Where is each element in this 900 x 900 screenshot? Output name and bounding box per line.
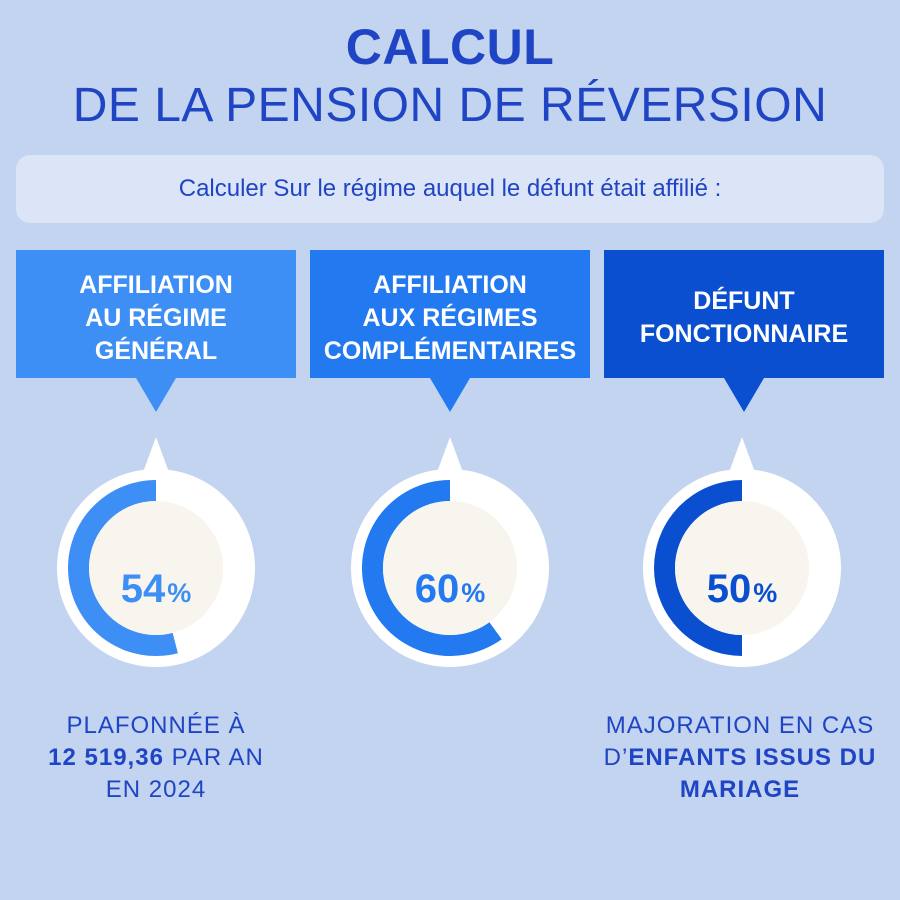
note-line: MAJORATION EN CAS — [605, 712, 875, 739]
banner-line: DÉFUNT — [693, 287, 795, 315]
banner-line: AFFILIATION — [373, 270, 527, 299]
banner-line: AU RÉGIME — [85, 303, 227, 332]
subtitle-text: Calculer Sur le régime auquel le défunt … — [178, 175, 722, 202]
gauge-60-percent: 60% — [350, 438, 550, 668]
gauge-unit: % — [753, 578, 778, 608]
gauge-value: 54% — [56, 566, 256, 616]
note-line: EN 2024 — [105, 776, 207, 803]
note-line: MARIAGE — [679, 776, 801, 803]
gauge-number: 54 — [120, 567, 166, 611]
note-line: D’ENFANTS ISSUS DU — [590, 742, 890, 774]
gauge-unit: % — [461, 578, 486, 608]
title-line-1: CALCUL — [345, 19, 555, 75]
gauge-ring — [643, 438, 841, 667]
note-text: PAR AN — [163, 744, 264, 771]
banner-shape — [310, 250, 590, 412]
note-majoration: MAJORATION EN CAS D’ENFANTS ISSUS DU MAR… — [590, 710, 890, 806]
gauge-pointer — [142, 438, 170, 475]
gauge-ring — [351, 438, 549, 667]
note-text: D’ — [603, 744, 629, 771]
note-amount: 12 519,36 — [48, 744, 164, 771]
note-emphasis: ENFANTS ISSUS DU — [628, 744, 877, 771]
gauge-progress-arc — [68, 480, 178, 656]
banner-defunt-fonctionnaire: DÉFUNT FONCTIONNAIRE — [604, 250, 884, 414]
gauge-center — [89, 501, 223, 635]
banner-line: GÉNÉRAL — [94, 336, 218, 365]
banner-line: AUX RÉGIMES — [362, 303, 538, 332]
gauge-50-percent: 50% — [642, 438, 842, 668]
note-line: PLAFONNÉE À — [66, 712, 246, 739]
note-line: 12 519,36 PAR AN — [16, 742, 296, 774]
banner-line: COMPLÉMENTAIRES — [323, 336, 577, 365]
gauge-ring — [57, 438, 255, 667]
banner-line: AFFILIATION — [79, 270, 233, 299]
banner-regime-general: AFFILIATION AU RÉGIME GÉNÉRAL — [16, 250, 296, 414]
gauge-progress-arc — [361, 480, 502, 656]
gauge-54-percent: 54% — [56, 438, 256, 668]
gauge-center — [383, 501, 517, 635]
banner-shape — [16, 250, 296, 412]
gauge-number: 60 — [414, 567, 460, 611]
banner-line: FONCTIONNAIRE — [639, 320, 849, 348]
subtitle-box: Calculer Sur le régime auquel le défunt … — [16, 155, 884, 223]
gauge-value: 60% — [350, 566, 550, 616]
banner-regimes-complementaires: AFFILIATION AUX RÉGIMES COMPLÉMENTAIRES — [310, 250, 590, 414]
title-line-2: DE LA PENSION DE RÉVERSION — [72, 79, 828, 132]
gauge-unit: % — [167, 578, 192, 608]
gauge-pointer — [728, 438, 756, 475]
note-plafond: PLAFONNÉE À 12 519,36 PAR AN EN 2024 — [16, 710, 296, 806]
banner-shape — [604, 250, 884, 412]
gauge-pointer — [436, 438, 464, 475]
gauge-value: 50% — [642, 566, 842, 616]
gauge-center — [675, 501, 809, 635]
gauge-number: 50 — [706, 567, 752, 611]
gauge-progress-arc — [654, 480, 742, 656]
